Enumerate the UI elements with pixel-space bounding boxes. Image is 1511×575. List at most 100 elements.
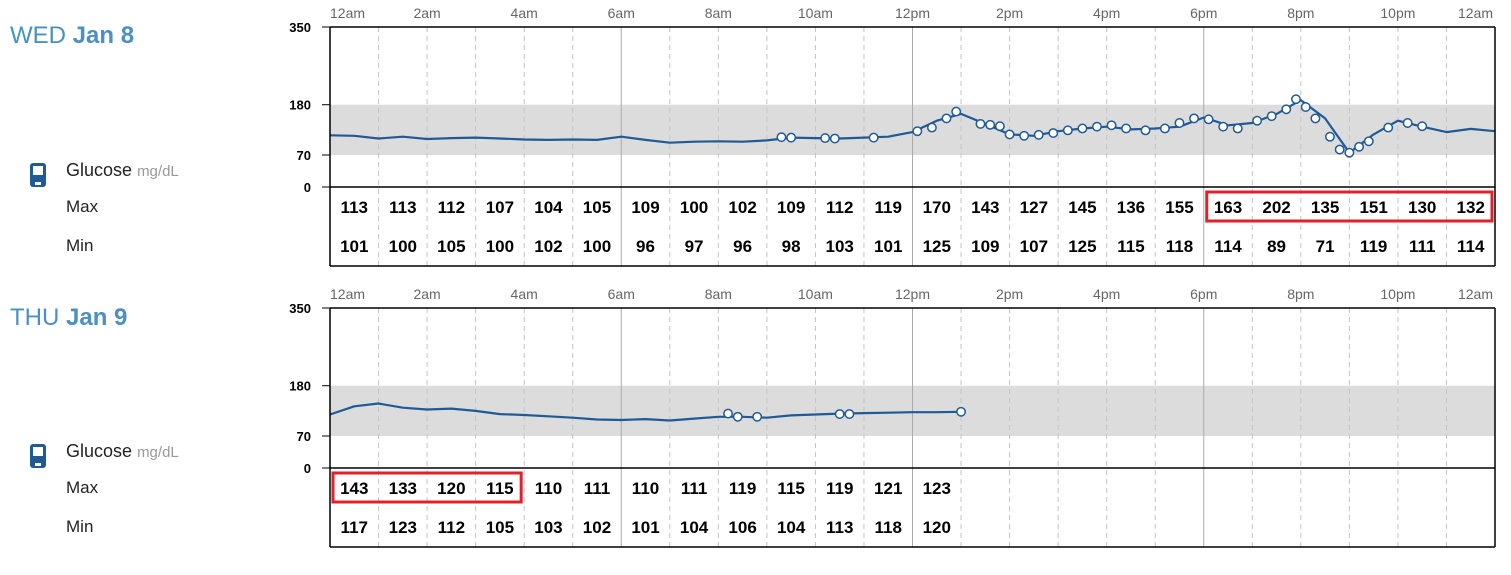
date-label: Jan 8	[72, 22, 135, 49]
glucose-reading-point	[975, 118, 986, 129]
x-tick-label: 4am	[511, 5, 538, 21]
x-tick-label: 8pm	[1287, 5, 1314, 21]
glucose-reading-point	[1232, 123, 1243, 134]
hourly-min-value: 105	[486, 518, 514, 537]
x-tick-label: 10am	[798, 286, 833, 302]
hourly-min-value: 101	[631, 518, 659, 537]
hourly-max-value: 119	[826, 479, 853, 498]
glucose-reading-point	[786, 132, 797, 143]
x-tick-label: 12am	[330, 286, 365, 302]
glucose-reading-point	[834, 409, 845, 420]
glucose-reading-point	[723, 408, 733, 419]
hourly-min-value: 103	[826, 237, 854, 256]
glucose-reading-point	[1092, 121, 1102, 132]
hourly-max-value: 133	[389, 479, 417, 498]
min-row-label: Min	[66, 236, 94, 255]
x-tick-label: 10pm	[1380, 286, 1415, 302]
hourly-max-value: 100	[680, 198, 708, 217]
x-tick-label: 8am	[705, 5, 732, 21]
hourly-max-value: 145	[1068, 198, 1096, 217]
x-tick-label: 4pm	[1093, 5, 1120, 21]
hourly-max-value: 202	[1262, 198, 1290, 217]
x-tick-label: 12am	[1458, 286, 1493, 302]
x-tick-label: 6pm	[1190, 5, 1217, 21]
hourly-min-value: 117	[341, 518, 368, 537]
hourly-max-value: 112	[438, 198, 465, 217]
hourly-min-value: 115	[1117, 237, 1144, 256]
glucose-legend: Glucose mg/dL	[66, 160, 179, 181]
glucose-reading-point	[732, 411, 743, 422]
x-tick-label: 2pm	[996, 5, 1023, 21]
glucose-reading-point	[985, 119, 996, 130]
glucose-reading-point	[1310, 113, 1321, 124]
day-title-wed: WED Jan 8	[10, 22, 134, 50]
x-tick-label: 10pm	[1380, 5, 1415, 21]
hourly-min-value: 101	[874, 237, 902, 256]
hourly-min-value: 96	[636, 237, 655, 256]
hourly-max-value: 113	[341, 198, 368, 217]
hourly-min-value: 119	[1360, 237, 1387, 256]
hourly-min-value: 107	[1020, 237, 1048, 256]
glucose-reading-point	[1291, 94, 1301, 105]
glucose-series-line	[329, 402, 962, 422]
hourly-min-value: 101	[340, 237, 368, 256]
hourly-min-value: 96	[733, 237, 752, 256]
glucose-reading-point	[1252, 115, 1263, 126]
hourly-max-value: 120	[437, 479, 465, 498]
glucose-reading-point	[1402, 118, 1413, 128]
legend-name: Glucose	[66, 160, 133, 180]
glucose-reading-point	[1354, 141, 1365, 152]
y-tick-label: 350	[289, 20, 311, 35]
hourly-max-value: 130	[1408, 198, 1436, 217]
x-tick-label: 12am	[1458, 5, 1493, 21]
glucose-reading-point	[1325, 131, 1335, 142]
glucose-reading-point	[1121, 123, 1132, 134]
legend-unit: mg/dL	[137, 163, 179, 180]
weekday-label: WED	[10, 22, 66, 49]
hourly-max-value: 170	[923, 198, 951, 217]
hourly-max-value: 110	[535, 479, 562, 498]
glucose-reading-point	[844, 409, 855, 420]
hourly-max-value: 132	[1457, 198, 1485, 217]
hourly-max-value: 163	[1214, 198, 1242, 217]
date-label: Jan 9	[66, 304, 128, 331]
glucose-reading-point	[1106, 120, 1117, 131]
hourly-max-value: 136	[1117, 198, 1145, 217]
glucose-reading-point	[1019, 130, 1030, 141]
glucose-reading-point	[956, 406, 966, 417]
y-tick-label: 0	[304, 461, 311, 476]
glucose-reading-point	[951, 106, 962, 117]
glucose-reading-point	[1048, 128, 1059, 139]
hourly-max-value: 110	[632, 479, 659, 498]
glucose-reading-point	[1300, 102, 1311, 112]
hourly-min-value: 102	[534, 237, 562, 256]
x-tick-label: 4pm	[1093, 286, 1120, 302]
hourly-max-value: 119	[875, 198, 902, 217]
hourly-min-value: 106	[728, 518, 756, 537]
glucose-reading-point	[752, 411, 763, 422]
glucose-reading-point	[1140, 125, 1151, 136]
hourly-max-value: 111	[681, 479, 708, 498]
y-tick-label: 70	[297, 148, 311, 163]
x-tick-label: 8pm	[1287, 286, 1314, 302]
hourly-max-value: 113	[389, 198, 416, 217]
hourly-min-value: 113	[826, 518, 853, 537]
x-tick-label: 6am	[608, 286, 635, 302]
hourly-max-value: 115	[777, 479, 804, 498]
hourly-min-value: 71	[1316, 237, 1335, 256]
glucose-reading-point	[926, 122, 937, 133]
glucose-reading-point	[1383, 122, 1394, 133]
hourly-min-value: 114	[1457, 237, 1485, 256]
glucose-reading-point	[1344, 147, 1355, 158]
hourly-max-value: 115	[486, 479, 513, 498]
y-tick-label: 70	[297, 429, 311, 444]
glucose-reading-point	[776, 132, 787, 143]
glucose-reading-point	[1159, 123, 1170, 134]
hourly-min-value: 103	[534, 518, 562, 537]
hourly-max-value: 143	[340, 479, 368, 498]
hourly-min-value: 109	[971, 237, 999, 256]
hourly-max-value: 135	[1311, 198, 1339, 217]
glucose-meter-icon	[30, 163, 46, 187]
